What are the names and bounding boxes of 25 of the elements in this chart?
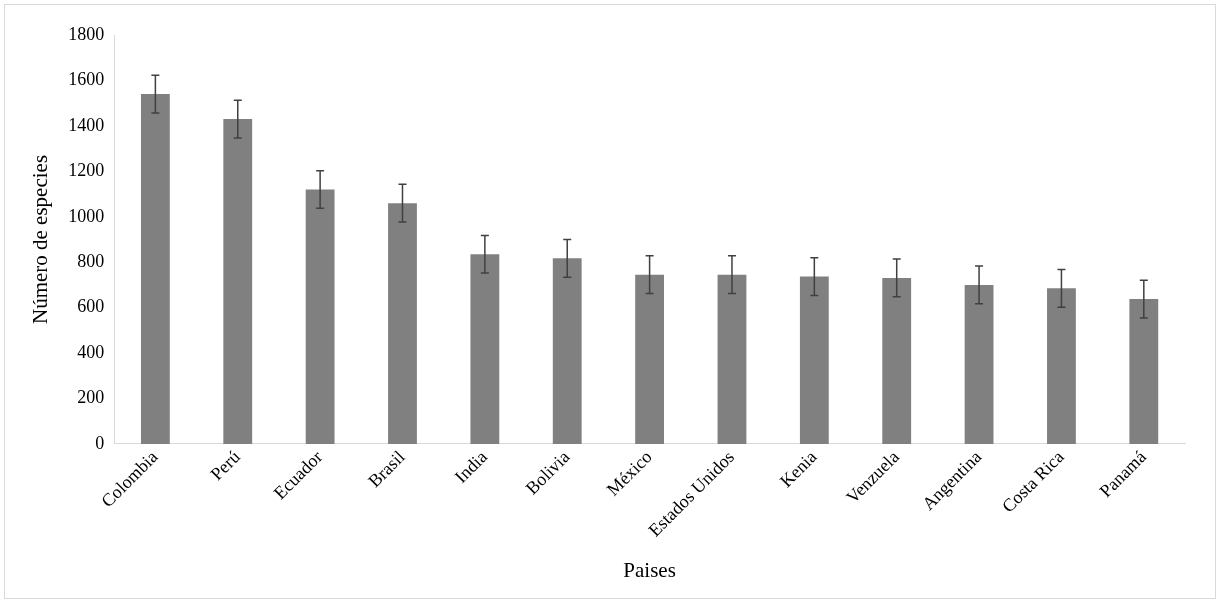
bar (305, 189, 335, 444)
y-tick-label: 0 (95, 432, 105, 453)
bar (140, 94, 170, 444)
y-tick-label: 1600 (68, 69, 105, 90)
x-axis-title: Paises (623, 557, 676, 582)
y-tick-label: 400 (77, 341, 105, 362)
bar (470, 254, 500, 444)
bar (799, 276, 829, 444)
bar (552, 258, 582, 444)
y-axis-title: Número de especies (28, 154, 53, 325)
y-tick-label: 600 (77, 296, 105, 317)
bar (635, 274, 665, 444)
bar (1129, 299, 1159, 444)
bar (1047, 288, 1076, 444)
y-tick-label: 1000 (68, 205, 105, 226)
bar (882, 277, 912, 444)
bar (964, 284, 994, 444)
y-tick-label: 200 (77, 387, 105, 408)
y-tick-label: 1200 (68, 160, 105, 181)
bar (717, 274, 747, 444)
y-tick-label: 1400 (68, 114, 105, 135)
bar (388, 203, 417, 444)
y-tick-label: 800 (77, 250, 105, 271)
y-tick-label: 1800 (68, 23, 105, 44)
bar (223, 119, 253, 444)
